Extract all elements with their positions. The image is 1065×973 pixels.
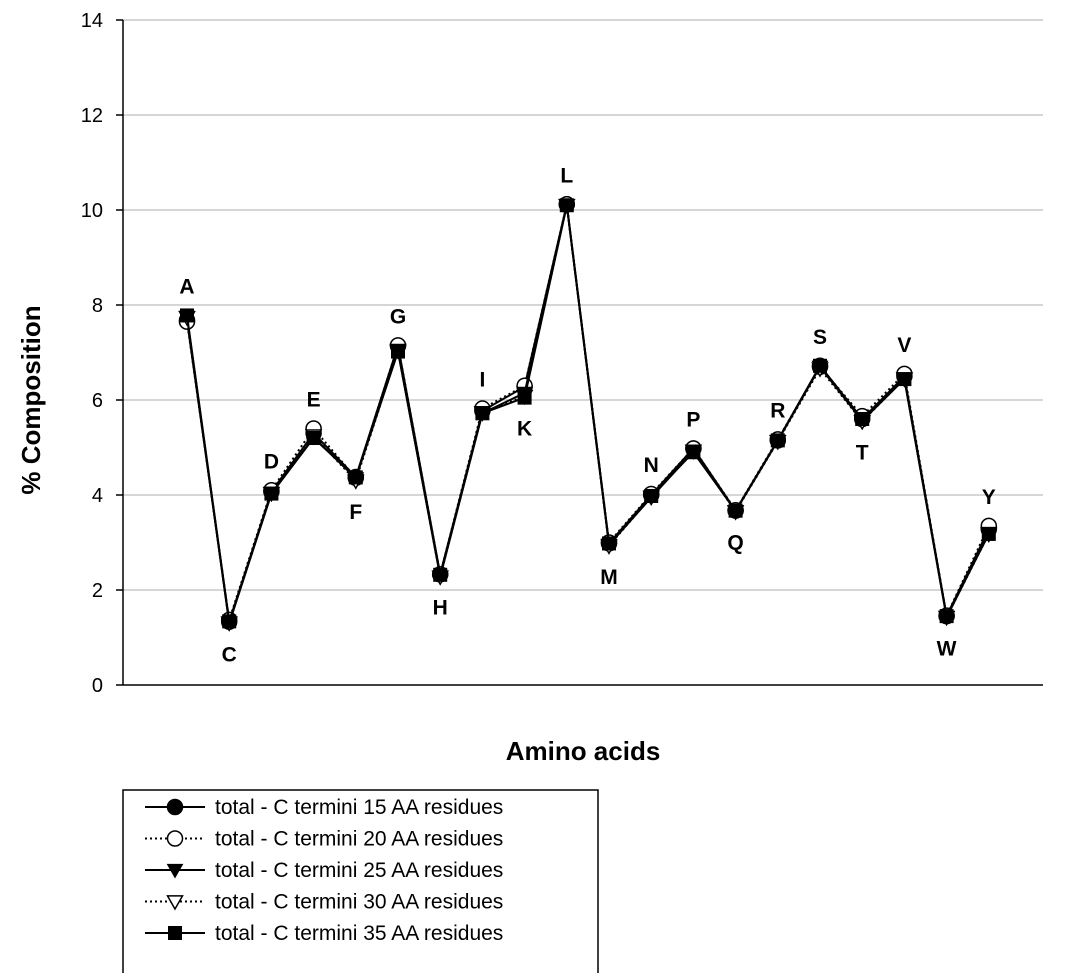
series-5 <box>180 198 996 629</box>
legend-marker <box>168 926 182 940</box>
point-label: H <box>433 597 448 620</box>
point-label: C <box>222 643 237 666</box>
data-point <box>770 433 785 448</box>
point-label: Y <box>982 486 996 509</box>
point-label: G <box>390 305 406 328</box>
legend-label: total - C termini 30 AA residues <box>215 891 503 914</box>
data-point <box>391 344 405 359</box>
series-line <box>186 205 990 622</box>
data-point <box>306 431 321 445</box>
data-point <box>180 308 194 323</box>
y-tick-label: 6 <box>92 390 103 412</box>
legend-box <box>122 789 599 973</box>
y-tick-label: 2 <box>92 580 103 602</box>
series-3 <box>178 199 998 632</box>
legend-label: total - C termini 25 AA residues <box>215 859 503 882</box>
legend: total - C termini 15 AA residues total - … <box>122 789 599 973</box>
data-point <box>475 406 490 421</box>
point-label: K <box>517 418 532 441</box>
series-2 <box>178 196 998 629</box>
data-point <box>728 503 743 518</box>
point-label: D <box>264 450 279 473</box>
series-4 <box>178 198 998 632</box>
series-layer <box>178 196 998 632</box>
data-point <box>981 526 996 541</box>
data-point <box>644 488 659 503</box>
legend-marker <box>166 798 184 816</box>
data-point <box>517 390 532 405</box>
y-tick-label: 8 <box>92 295 103 317</box>
point-label: I <box>479 369 485 392</box>
data-point <box>602 536 616 551</box>
legend-marker <box>166 895 184 911</box>
legend-label: total - C termini 20 AA residues <box>215 828 503 851</box>
legend-item: total - C termini 30 AA residues <box>145 891 503 914</box>
y-tick-label: 14 <box>81 10 103 32</box>
y-tick-label: 10 <box>81 200 103 222</box>
point-label: V <box>897 334 911 357</box>
point-labels: A C D E F G H I K L M N P Q R S T V W Y <box>179 164 995 666</box>
series-line <box>186 205 990 624</box>
point-label: E <box>307 389 321 412</box>
series-1 <box>178 196 998 631</box>
point-label: T <box>856 441 869 464</box>
legend-label: total - C termini 35 AA residues <box>215 922 503 945</box>
point-label: P <box>686 408 700 431</box>
x-axis-title: Amino acids <box>506 736 661 766</box>
axes: 0 2 4 6 8 10 12 14 <box>81 10 1043 697</box>
point-label: W <box>937 638 957 661</box>
point-label: N <box>644 454 659 477</box>
legend-item: total - C termini 20 AA residues <box>145 828 503 851</box>
point-label: Q <box>727 532 743 555</box>
data-point <box>939 609 954 624</box>
gridlines <box>123 19 1043 591</box>
point-label: S <box>813 326 827 349</box>
point-label: L <box>560 164 573 187</box>
data-point <box>686 445 701 460</box>
legend-item: total - C termini 35 AA residues <box>145 922 503 945</box>
y-tick-label: 12 <box>81 105 103 127</box>
point-label: R <box>770 399 785 422</box>
data-point <box>813 358 827 373</box>
point-label: F <box>349 501 362 524</box>
data-point <box>559 198 574 213</box>
y-tick-label: 0 <box>92 675 103 697</box>
legend-marker <box>166 830 184 847</box>
y-axis-title: % Composition <box>16 305 46 494</box>
y-tick-label: 4 <box>92 485 103 507</box>
data-point <box>222 614 237 629</box>
data-point <box>897 372 912 387</box>
data-point <box>348 470 363 485</box>
data-point <box>855 412 870 426</box>
legend-marker <box>166 863 184 879</box>
legend-label: total - C termini 15 AA residues <box>215 796 503 819</box>
point-label: A <box>179 275 194 298</box>
point-label: M <box>600 566 618 589</box>
data-point <box>433 567 448 582</box>
legend-item: total - C termini 25 AA residues <box>145 859 503 882</box>
data-point <box>264 486 279 501</box>
legend-item: total - C termini 15 AA residues <box>145 796 503 819</box>
